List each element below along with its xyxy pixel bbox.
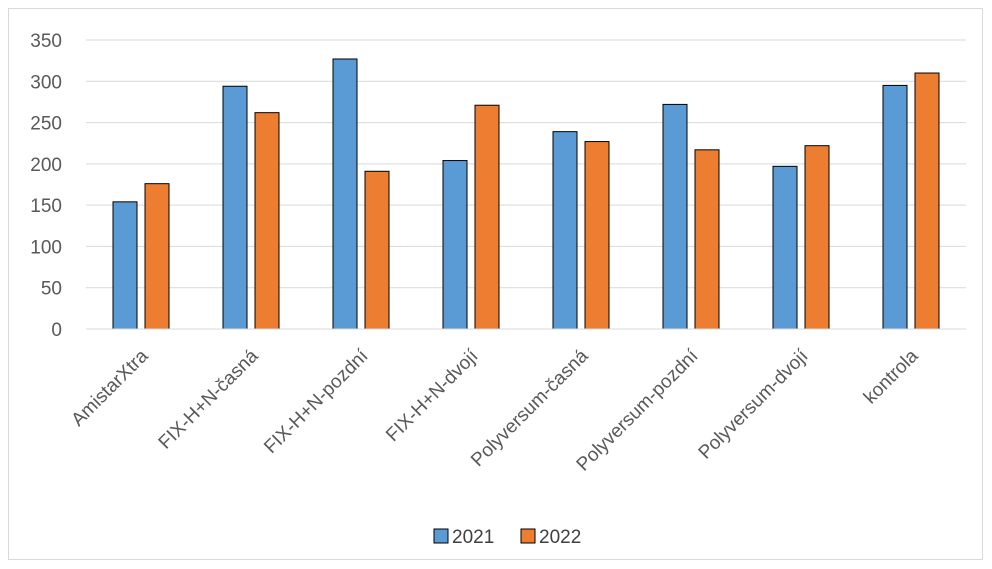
y-tick-label: 350 [30,31,62,52]
bar-2022-6 [694,149,720,330]
bar-2022-1 [144,183,170,330]
gridlines [86,39,966,289]
bar-2021-4 [442,160,468,330]
legend-swatch-2022 [520,528,536,544]
y-tick-label: 250 [30,114,62,135]
x-tick-label: AmistarXtra [68,345,153,430]
x-tick-label: Polyversum-pozdní [573,345,703,475]
y-tick-label: 0 [51,320,62,341]
y-tick-label: 200 [30,155,62,176]
bar-2021-6 [662,103,688,330]
bar-2022-7 [804,145,830,330]
bar-2021-3 [332,58,358,330]
y-tick-label: 300 [30,72,62,93]
x-tick-label: kontrola [860,345,923,408]
x-tick-label: FIX-H+N-pozdní [260,345,373,458]
bar-2021-5 [552,131,578,330]
legend-label-2021: 2021 [452,527,494,548]
y-tick-label: 150 [30,196,62,217]
legend-label-2022: 2022 [539,527,581,548]
x-tick-label: Polyversum-časná [467,345,593,471]
x-tick-label: Polyversum-dvojí [695,345,813,463]
legend-swatch-2021 [433,528,449,544]
bar-2022-3 [364,170,390,330]
bar-2021-8 [882,84,908,330]
y-axis-tick-labels: 0 50 100 150 200 250 300 350 [30,31,62,341]
bar-2022-5 [584,141,610,330]
x-tick-label: FIX-H+N-časná [155,345,263,453]
x-tick-label: FIX-H+N-dvojí [382,345,483,446]
bars [112,58,940,330]
bar-2022-2 [254,112,280,330]
y-tick-label: 100 [30,237,62,258]
bar-2021-7 [772,165,798,330]
bar-2021-2 [222,85,248,330]
legend: 2021 2022 [433,527,581,548]
bar-2022-8 [914,72,940,330]
bar-2021-1 [112,201,138,330]
y-tick-label: 50 [41,279,62,300]
bar-2022-4 [474,104,500,330]
